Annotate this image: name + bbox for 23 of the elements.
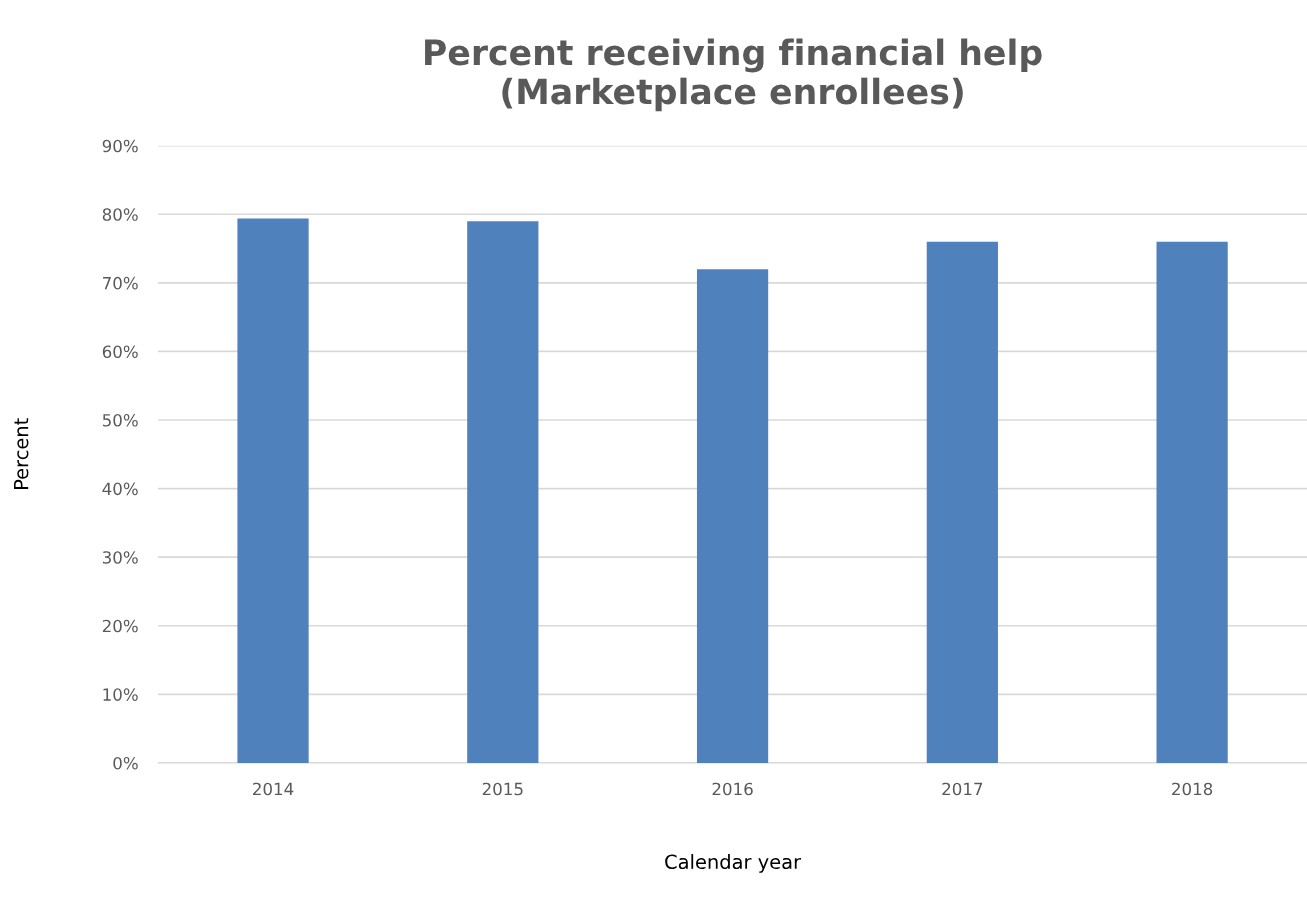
y-tick-label: 60%: [102, 345, 138, 359]
y-tick-label: 0%: [113, 756, 138, 770]
x-tick-label: 2015: [482, 782, 523, 796]
chart-title: Percent receiving financial help (Marketplace enrollees): [425, 38, 1042, 112]
y-tick-label: 10%: [103, 688, 138, 701]
bar: [696, 269, 769, 763]
y-tick-label: 90%: [102, 139, 138, 153]
y-axis-title: Percent: [13, 418, 29, 489]
y-tick-label: 30%: [102, 551, 138, 564]
x-tick-label: 2018: [1172, 782, 1213, 796]
y-tick-label: 40%: [102, 482, 138, 496]
bar: [237, 218, 309, 763]
x-axis-title: Calendar year: [665, 854, 802, 873]
bar: [926, 241, 998, 763]
x-tick-label: 2016: [712, 782, 753, 796]
x-tick-label: 2014: [253, 782, 294, 796]
y-tick-label: 50%: [102, 413, 138, 427]
y-tick-label: 70%: [103, 276, 138, 290]
bar: [467, 221, 539, 763]
bar: [1156, 241, 1228, 763]
x-tick-label: 2017: [942, 782, 983, 796]
y-tick-label: 20%: [102, 619, 138, 633]
y-tick-label: 80%: [102, 208, 138, 221]
